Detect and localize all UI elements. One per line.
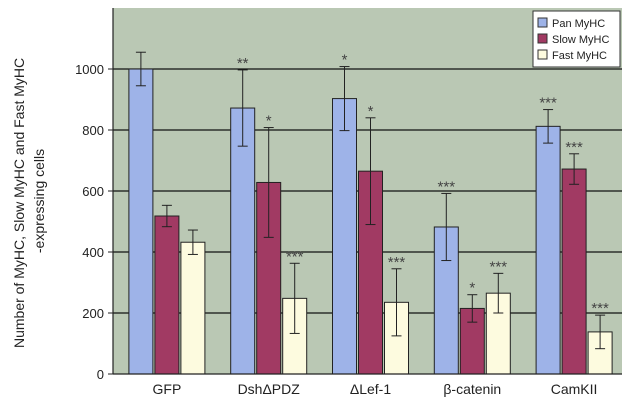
y-axis-label-line-1: Number of MyHC, Slow MyHC and Fast MyHC bbox=[11, 58, 27, 348]
y-tick-label: 400 bbox=[82, 245, 104, 260]
y-tick-label: 0 bbox=[97, 367, 104, 382]
x-tick-label: DshΔPDZ bbox=[238, 381, 301, 397]
y-tick-label: 1000 bbox=[75, 62, 104, 77]
legend: Pan MyHC Slow MyHC Fast MyHC bbox=[532, 10, 621, 68]
legend-swatch bbox=[537, 17, 548, 28]
significance-marker: *** bbox=[286, 248, 304, 265]
x-tick-label: GFP bbox=[153, 381, 182, 397]
bar bbox=[535, 125, 561, 375]
bar bbox=[180, 241, 206, 375]
y-tick-label: 200 bbox=[82, 306, 104, 321]
y-tick-label: 600 bbox=[82, 184, 104, 199]
bar bbox=[230, 107, 256, 375]
bar bbox=[332, 98, 357, 375]
x-tick-label: CamKII bbox=[551, 381, 598, 397]
error-bars bbox=[135, 51, 606, 350]
bar bbox=[128, 68, 154, 375]
x-tick-labels: GFP DshΔPDZ ΔLef-1 β-catenin CamKII bbox=[153, 381, 598, 397]
x-tick-label: ΔLef-1 bbox=[350, 381, 391, 397]
bar bbox=[154, 215, 180, 375]
legend-entry: Pan MyHC bbox=[552, 18, 605, 30]
significance-marker: *** bbox=[388, 254, 406, 271]
legend-entry: Fast MyHC bbox=[552, 50, 607, 62]
significance-marker: * bbox=[342, 52, 348, 69]
y-axis-label-line-2: -expressing cells bbox=[31, 149, 47, 253]
significance-marker: ** bbox=[237, 55, 249, 72]
y-axis-label: Number of MyHC, Slow MyHC and Fast MyHC … bbox=[11, 54, 47, 348]
significance-marker: *** bbox=[565, 139, 583, 156]
significance-markers: *************************** bbox=[237, 52, 609, 318]
legend-swatch bbox=[537, 33, 548, 44]
significance-marker: *** bbox=[591, 300, 609, 317]
legend-entry: Slow MyHC bbox=[552, 34, 610, 46]
significance-marker: *** bbox=[438, 178, 456, 195]
significance-marker: *** bbox=[539, 95, 557, 112]
legend-swatch bbox=[537, 49, 548, 60]
y-tick-label: 800 bbox=[82, 123, 104, 138]
y-tick-labels: 0 200 400 600 800 1000 bbox=[75, 62, 113, 382]
bar bbox=[561, 168, 587, 375]
significance-marker: *** bbox=[490, 258, 508, 275]
bars bbox=[128, 68, 613, 375]
significance-marker: * bbox=[368, 103, 374, 120]
x-tick-label: β-catenin bbox=[443, 381, 501, 397]
significance-marker: * bbox=[469, 280, 475, 297]
significance-marker: * bbox=[266, 113, 272, 130]
